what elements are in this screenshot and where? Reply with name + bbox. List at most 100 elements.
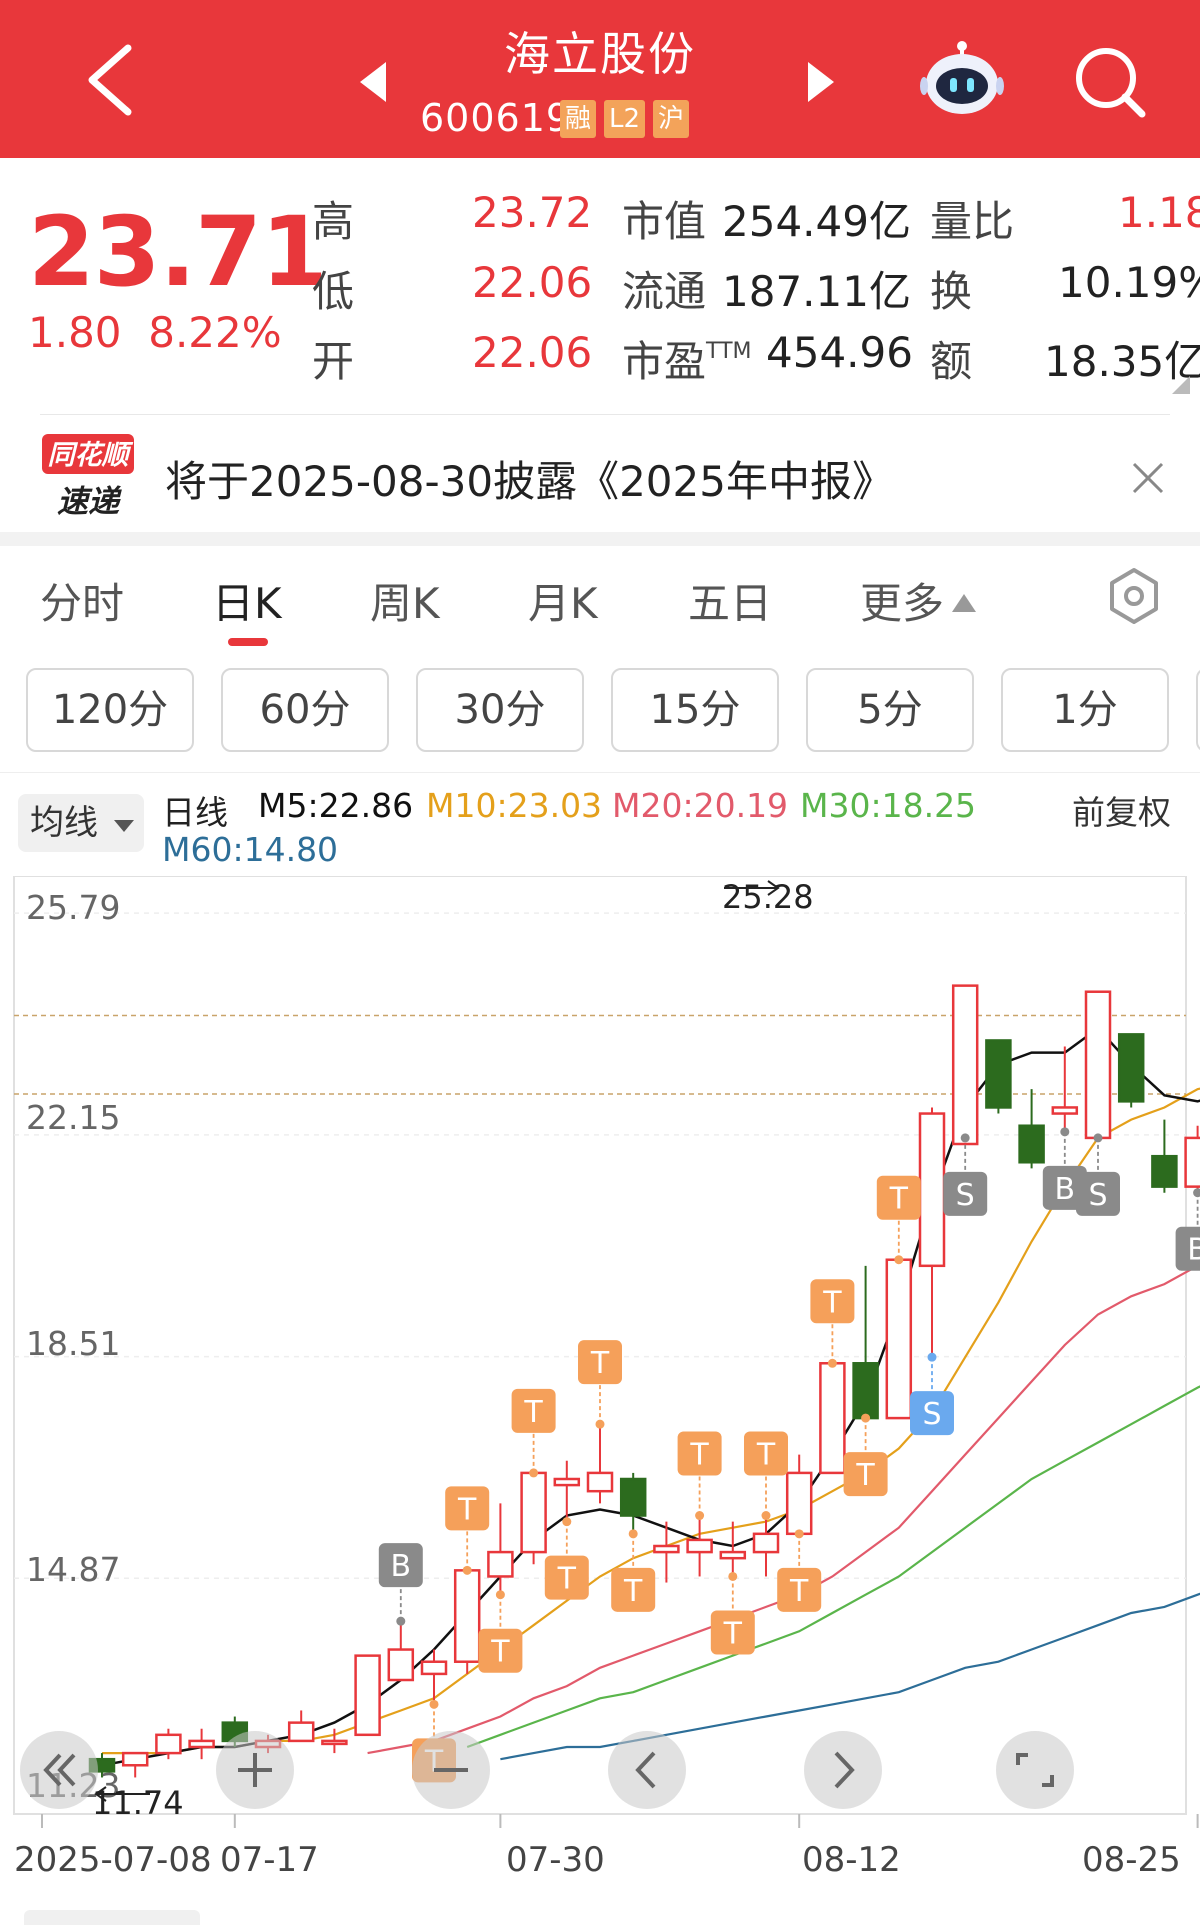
marker-label: S — [1088, 1178, 1107, 1213]
quote-panel: 23.71 1.80 8.22% 高 23.72 市值 254.49亿 量比 1… — [0, 158, 1200, 408]
marker-badge — [578, 1340, 622, 1385]
robot-assistant-icon[interactable] — [920, 38, 1004, 118]
chevron-down-icon — [114, 820, 134, 832]
candle-up — [653, 1544, 680, 1554]
ma60-value: M60:14.80 — [162, 830, 339, 869]
marker-label: T — [822, 1285, 842, 1320]
close-icon[interactable] — [1128, 458, 1168, 498]
candle-up — [951, 984, 979, 1146]
marker-label: T — [689, 1438, 709, 1473]
search-icon[interactable] — [1070, 42, 1150, 122]
period-60min-button[interactable]: 60分 — [221, 668, 389, 752]
marker-label: S — [922, 1397, 941, 1432]
tag-shanghai: 沪 — [653, 100, 690, 138]
period-120min-button[interactable]: 120分 — [26, 668, 194, 752]
marker-badge — [445, 1486, 490, 1531]
settings-hexagon-icon[interactable] — [1104, 566, 1164, 626]
marker-label: B — [1055, 1172, 1076, 1207]
x-tick-label: 08-12 — [802, 1840, 901, 1880]
section-gap — [0, 532, 1200, 546]
next-stock-icon[interactable] — [808, 62, 834, 102]
period-next-button[interactable] — [1196, 668, 1200, 752]
tab-intraday[interactable]: 分时 — [40, 579, 125, 628]
candle-up — [1051, 1106, 1079, 1115]
label-amount: 额 — [930, 337, 973, 386]
tag-l2: L2 — [604, 100, 646, 138]
marker-label: T — [889, 1182, 909, 1217]
fullscreen-button[interactable] — [996, 1731, 1074, 1809]
marker-label: T — [855, 1458, 875, 1493]
scroll-right-button[interactable] — [804, 1731, 882, 1809]
tab-monthly-k[interactable]: 月K — [528, 579, 598, 628]
marker-badge — [611, 1567, 656, 1612]
value-pe: 454.96 — [766, 328, 913, 377]
value-open: 22.06 — [472, 328, 593, 377]
bottom-handle — [24, 1910, 200, 1925]
candle-up — [453, 1569, 481, 1663]
label-open: 开 — [312, 337, 355, 386]
candle-up — [918, 1112, 946, 1268]
x-tick-label: 07-30 — [506, 1840, 605, 1880]
y-tick-label: 18.51 — [26, 1324, 121, 1363]
x-tick-label: 08-25 — [1082, 1840, 1181, 1880]
prev-stock-icon[interactable] — [360, 62, 386, 102]
scroll-left-fast-button[interactable] — [20, 1731, 98, 1809]
marker-dot — [429, 1699, 439, 1709]
marker-badge — [876, 1175, 921, 1220]
candle-down — [1117, 1033, 1145, 1103]
marker-dot — [495, 1590, 505, 1600]
period-1min-button[interactable]: 1分 — [1001, 668, 1169, 752]
tab-daily-k[interactable]: 日K — [212, 579, 282, 628]
marker-badge — [511, 1388, 556, 1433]
period-30min-button[interactable]: 30分 — [416, 668, 584, 752]
news-text[interactable]: 将于2025-08-30披露《2025年中报》 — [165, 457, 894, 506]
back-arrow-icon[interactable] — [78, 40, 148, 120]
ma-select-dropdown[interactable]: 均线 — [18, 794, 144, 852]
kline-svg[interactable]: BTTTTTTTTTTTTTTSSBSBB — [0, 876, 1200, 1876]
label-pe: 市盈TTM — [622, 328, 752, 389]
scroll-left-button[interactable] — [608, 1731, 686, 1809]
candle-up — [553, 1477, 581, 1487]
candle-up — [752, 1532, 780, 1554]
double-chevron-left-icon — [43, 1753, 76, 1787]
ma-line-m20 — [367, 1263, 1200, 1755]
period-15min-button[interactable]: 15分 — [611, 668, 779, 752]
arrow-left-icon — [94, 1786, 150, 1802]
marker-dot — [628, 1529, 638, 1539]
marker-dot — [529, 1468, 539, 1478]
marker-dot — [1193, 1188, 1200, 1198]
y-tick-label: 22.15 — [26, 1098, 121, 1137]
news-banner[interactable]: 同花顺 速递 将于2025-08-30披露《2025年中报》 — [0, 420, 1200, 532]
marker-badge — [478, 1628, 523, 1673]
chevron-right-icon — [834, 1751, 855, 1789]
tonghuashun-express-logo: 同花顺 速递 — [40, 432, 136, 522]
tab-five-day[interactable]: 五日 — [688, 579, 773, 628]
y-tick-label: 25.79 — [26, 888, 121, 927]
kline-chart[interactable]: BTTTTTTTTTTTTTTSSBSBB 25.79 22.15 18.51 … — [0, 876, 1200, 1880]
ma-line-m30 — [466, 1385, 1200, 1749]
chevron-left-icon — [635, 1751, 656, 1789]
tab-more[interactable]: 更多 — [860, 570, 977, 631]
marker-dot — [960, 1133, 970, 1143]
label-float-cap: 流通 — [622, 267, 707, 316]
candle-up — [188, 1739, 215, 1749]
candle-up — [155, 1733, 182, 1755]
period-5min-button[interactable]: 5分 — [806, 668, 974, 752]
stock-name: 海立股份 — [504, 27, 696, 81]
marker-dot — [861, 1413, 871, 1423]
ma5-value: M5:22.86 — [258, 786, 414, 825]
expand-corner-icon[interactable] — [1172, 376, 1190, 394]
zoom-in-button[interactable] — [216, 1731, 294, 1809]
adjust-mode[interactable]: 前复权 — [1072, 793, 1171, 832]
label-low: 低 — [312, 267, 355, 316]
candle-up — [520, 1471, 547, 1554]
marker-badge — [544, 1555, 589, 1600]
marker-dot — [462, 1565, 472, 1575]
zoom-out-button[interactable] — [412, 1731, 490, 1809]
marker-badge — [910, 1391, 954, 1436]
marker-label: T — [457, 1492, 477, 1527]
marker-dot — [827, 1358, 837, 1368]
candle-up — [387, 1648, 415, 1682]
marker-dot — [595, 1419, 605, 1429]
tab-weekly-k[interactable]: 周K — [370, 579, 440, 628]
